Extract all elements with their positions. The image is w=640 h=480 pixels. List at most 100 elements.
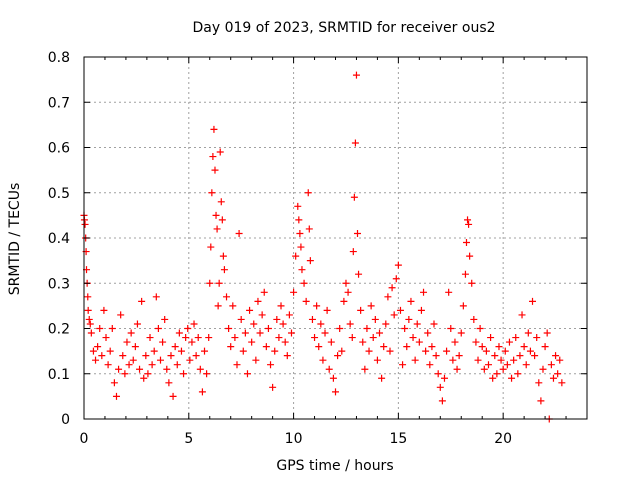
data-point — [154, 325, 162, 332]
data-point — [182, 334, 190, 342]
data-point — [497, 356, 505, 364]
data-point — [514, 370, 522, 378]
data-point — [218, 216, 226, 224]
data-point — [445, 288, 453, 296]
data-point — [430, 320, 438, 328]
data-point — [378, 374, 386, 382]
data-point — [535, 379, 543, 387]
data-point — [432, 352, 440, 360]
data-point — [428, 343, 436, 351]
data-point — [424, 329, 432, 337]
data-point — [476, 325, 484, 332]
data-point — [161, 315, 169, 323]
data-point — [436, 383, 444, 391]
data-point — [302, 297, 310, 305]
data-point — [201, 347, 209, 355]
data-point — [215, 279, 223, 287]
data-point — [474, 356, 482, 364]
data-point — [285, 311, 293, 319]
data-point — [219, 252, 227, 260]
data-point — [350, 193, 358, 201]
data-point — [451, 338, 459, 346]
data-point — [290, 288, 298, 296]
data-point — [233, 361, 241, 369]
data-point — [308, 315, 316, 323]
data-point — [468, 279, 476, 287]
data-point — [455, 352, 463, 360]
data-point — [194, 334, 202, 342]
data-point — [277, 302, 285, 310]
data-point — [267, 361, 275, 369]
data-point — [163, 365, 171, 373]
data-point — [129, 356, 137, 364]
data-point — [311, 334, 319, 342]
data-point — [150, 347, 158, 355]
data-point — [159, 338, 167, 346]
data-point — [495, 343, 503, 351]
data-point — [392, 275, 400, 283]
data-point — [332, 388, 339, 396]
data-point — [85, 315, 93, 323]
data-point — [250, 320, 258, 328]
data-point — [539, 365, 547, 373]
data-point — [359, 338, 367, 346]
data-point — [220, 266, 228, 274]
data-point — [96, 325, 104, 332]
data-point — [225, 325, 233, 332]
data-point — [380, 343, 388, 351]
data-point — [254, 297, 262, 305]
data-point — [186, 356, 194, 364]
data-point — [522, 361, 530, 369]
data-point — [115, 365, 123, 373]
data-point — [296, 229, 304, 237]
data-point — [89, 347, 97, 355]
data-point — [365, 347, 373, 355]
data-point — [357, 306, 365, 314]
x-axis-label: GPS time / hours — [276, 458, 393, 474]
data-point — [192, 352, 200, 360]
data-point — [352, 71, 360, 79]
data-point — [407, 297, 415, 305]
data-point — [156, 356, 164, 364]
data-point — [417, 306, 425, 314]
data-point — [438, 397, 446, 405]
data-point — [447, 325, 455, 332]
data-point — [426, 361, 434, 369]
data-point — [305, 225, 313, 233]
data-point — [434, 370, 442, 378]
data-point — [84, 306, 92, 314]
data-point — [323, 306, 331, 314]
data-point — [87, 329, 95, 337]
y-tick-label: 0.7 — [48, 95, 70, 111]
data-point — [207, 243, 215, 251]
data-point — [529, 297, 537, 305]
data-point — [283, 352, 291, 360]
y-tick-label: 0 — [61, 412, 70, 428]
data-point — [346, 320, 354, 328]
data-point — [531, 352, 539, 360]
data-point — [415, 338, 423, 346]
data-point — [171, 343, 179, 351]
data-point — [203, 370, 211, 378]
data-point — [173, 361, 181, 369]
data-point — [229, 302, 237, 310]
x-tick-label: 5 — [184, 431, 193, 447]
data-point — [472, 338, 480, 346]
x-tick-label: 0 — [80, 431, 89, 447]
data-point — [214, 302, 222, 310]
data-point — [491, 352, 499, 360]
data-point — [142, 352, 150, 360]
data-point — [209, 153, 217, 161]
data-point — [489, 374, 497, 382]
data-point — [237, 315, 245, 323]
x-tick-label: 10 — [285, 431, 303, 447]
data-point — [235, 229, 243, 237]
data-point — [92, 356, 100, 364]
data-point — [552, 352, 560, 360]
y-tick-label: 0.6 — [48, 141, 70, 157]
data-point — [484, 361, 492, 369]
y-tick-label: 0.4 — [48, 231, 70, 247]
data-point — [533, 334, 541, 342]
data-point — [384, 293, 392, 301]
data-point — [292, 252, 300, 260]
